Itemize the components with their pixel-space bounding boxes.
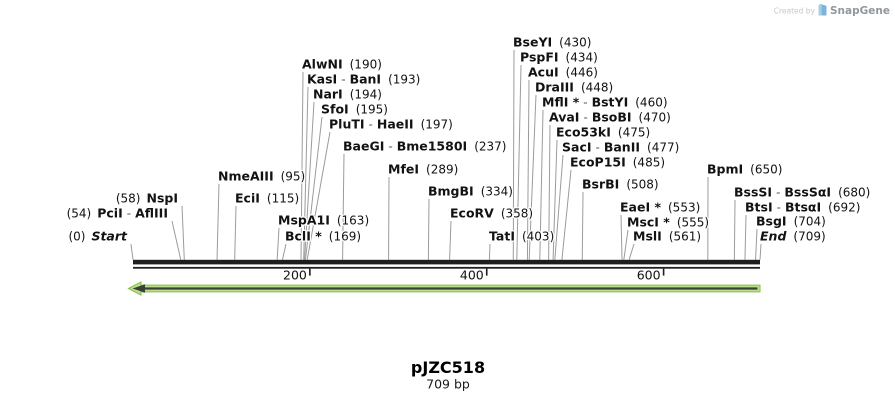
site-label-sfoi: SfoI (195): [321, 102, 388, 117]
leader-line-nmeaiii: [216, 183, 220, 260]
sequence-bar-top: [133, 259, 760, 265]
site-label-pluti: PluTI - HaeII (197): [329, 117, 453, 132]
site-label-btsi: BtsI - BtsαI (692): [745, 200, 860, 215]
site-label-bcli: BclI * (169): [285, 229, 361, 244]
leader-line-bsrbi: [581, 191, 584, 260]
leader-line-bseyi: [512, 49, 515, 260]
snapgene-logo-icon-highlight: [818, 4, 822, 16]
site-label-acui: AcuI (446): [528, 65, 598, 80]
site-label-bsgi: BsgI (704): [756, 214, 826, 229]
leader-line-pluti: [306, 131, 331, 260]
watermark-created-by: Created by: [774, 7, 816, 16]
sequence-bar-bottom: [133, 266, 760, 269]
site-label-msli: MslI (561): [633, 229, 701, 244]
site-label-pcii: (54) PciI - AflIII: [67, 206, 168, 221]
site-label-bsrbi: BsrBI (508): [582, 177, 659, 192]
site-label-nmeaiii: NmeAIII (95): [218, 169, 305, 184]
site-label-ecorv: EcoRV (358): [450, 206, 533, 221]
site-label-mfei: MfeI (289): [388, 162, 458, 177]
site-label-bseyi: BseYI (430): [513, 35, 591, 50]
reverse-strand-arrow: [127, 281, 761, 296]
site-label-alwni: AlwNI (190): [302, 57, 382, 72]
leader-line-baegi: [342, 153, 345, 260]
tick-mark-200: [309, 268, 311, 276]
arrow-core: [132, 284, 758, 293]
leader-line-end: [759, 243, 762, 260]
site-label-nari: NarI (194): [313, 87, 382, 102]
site-label-ecop15i: EcoP15I (485): [570, 155, 665, 170]
leader-line-nspi: [181, 205, 185, 260]
plasmid-title: pJZC518: [411, 358, 485, 377]
leader-line-eco53ki: [552, 139, 558, 260]
site-label-kasi: KasI - BanI (193): [307, 72, 420, 87]
site-label-start: (0) Start: [68, 229, 128, 244]
leader-line-eaei: [620, 214, 623, 260]
site-label-msci: MscI * (555): [627, 215, 709, 230]
site-label-avai: AvaI - BsoBI (470): [549, 110, 671, 125]
site-label-mfli: MflI * - BstYI (460): [542, 95, 668, 110]
scale-ticks: 200 400 600: [283, 268, 665, 283]
site-label-pspfi: PspFI (434): [520, 50, 598, 65]
leader-line-ecorv: [449, 220, 452, 260]
site-label-eco53ki: Eco53kI (475): [556, 125, 650, 140]
leader-line-mspa1i: [276, 227, 280, 260]
site-label-draiii: DraIII (448): [535, 80, 613, 95]
leader-line-ecop15i: [561, 169, 572, 260]
tick-mark-400: [485, 268, 488, 276]
leader-line-bcli: [281, 243, 287, 260]
leader-line-btsi: [744, 214, 747, 260]
leader-line-kasi: [303, 86, 309, 260]
leader-line-saci: [554, 154, 564, 260]
leader-line-pcii: [171, 220, 182, 260]
leader-line-ecii: [234, 205, 237, 260]
site-label-bpmi: BpmI (650): [707, 162, 782, 177]
leader-line-avai: [548, 124, 551, 260]
tick-label-400: 400: [460, 268, 484, 283]
tick-label-200: 200: [283, 268, 307, 283]
leader-line-alwni: [300, 71, 304, 260]
leader-line-draiii: [528, 94, 537, 260]
snapgene-watermark: Created by SnapGene: [774, 4, 890, 17]
leader-line-pspfi: [516, 64, 522, 260]
site-label-saci: SacI - BanII (477): [562, 140, 679, 155]
site-label-end: End (709): [760, 229, 826, 244]
tick-label-600: 600: [637, 268, 661, 283]
site-labels: (0) Start (54) PciI - AflIII(58) NspI NmeAIII (9…: [65, 33, 871, 245]
leader-line-mfli: [539, 109, 544, 260]
leader-line-msci: [623, 229, 629, 260]
leader-line-bsgi: [755, 228, 758, 260]
site-label-bsssi: BssSI - BssSαI (680): [734, 185, 870, 200]
leader-line-msli: [628, 243, 635, 260]
site-label-bmgbi: BmgBI (334): [428, 184, 513, 199]
leader-line-acui: [526, 79, 530, 260]
tick-mark-600: [662, 268, 665, 276]
leader-line-sfoi: [304, 116, 323, 260]
leader-lines: [130, 49, 762, 260]
leader-line-start: [130, 243, 134, 260]
leader-line-nari: [304, 101, 315, 260]
leader-line-tati: [488, 243, 491, 260]
site-label-nspi: (58) NspI: [116, 191, 178, 206]
leader-line-bmgbi: [427, 198, 430, 260]
site-label-tati: TatI (403): [489, 229, 554, 244]
site-label-baegi: BaeGI - Bme1580I (237): [343, 139, 506, 154]
watermark-brand: SnapGene: [830, 5, 890, 17]
site-label-mspa1i: MspA1I (163): [278, 213, 369, 228]
site-label-eaei: EaeI * (553): [620, 200, 700, 215]
plasmid-length: 709 bp: [426, 377, 470, 392]
leader-line-bsssi: [733, 199, 736, 260]
site-label-ecii: EciI (115): [235, 191, 299, 206]
